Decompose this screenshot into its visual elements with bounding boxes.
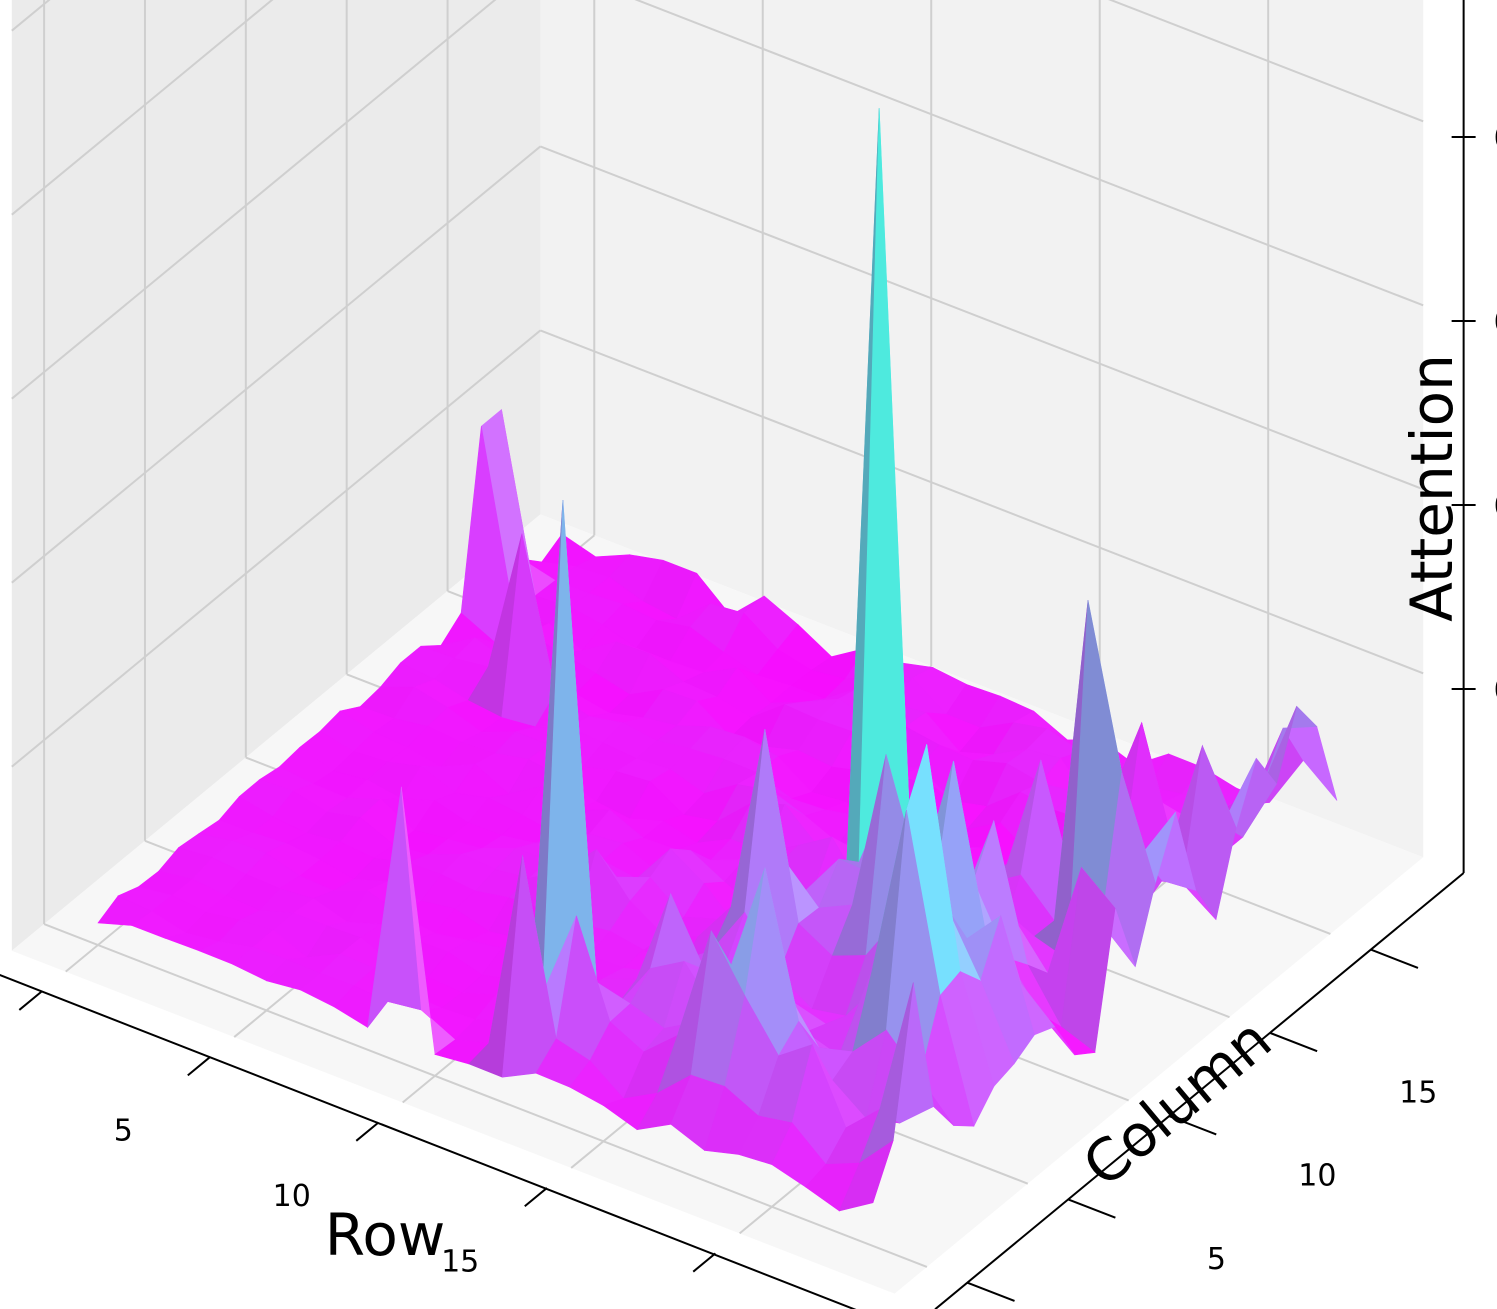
x-tick-label: 5 bbox=[114, 1114, 133, 1149]
y-tick-label: 15 bbox=[1399, 1075, 1437, 1110]
left-grid-z bbox=[11, 0, 274, 216]
x-axis-line bbox=[0, 974, 857, 1309]
axis-lines bbox=[0, 0, 1465, 1309]
x-tick-mark bbox=[692, 1252, 717, 1273]
y-tick-mark bbox=[1067, 1198, 1116, 1219]
y-tick-mark bbox=[1269, 1031, 1318, 1053]
y-tick-mark bbox=[966, 1281, 1015, 1302]
back-grid-z bbox=[634, 0, 1424, 307]
z-tick-label: 0.4 bbox=[1494, 489, 1497, 524]
y-tick-mark bbox=[1168, 1115, 1217, 1136]
y-tick-label: 5 bbox=[1207, 1242, 1226, 1277]
x-tick-label: 10 bbox=[273, 1179, 311, 1214]
x-tick-label: 15 bbox=[441, 1245, 479, 1280]
left-pane bbox=[11, 0, 541, 951]
floor-grid-y bbox=[43, 923, 928, 1268]
z-tick-label: 0.2 bbox=[1494, 673, 1497, 708]
back-grid-z bbox=[540, 145, 1424, 491]
left-grid-z bbox=[11, 0, 497, 400]
z-axis-title: Attention bbox=[1398, 354, 1466, 622]
y-tick-label: 10 bbox=[1298, 1159, 1336, 1194]
x-tick-mark bbox=[524, 1187, 548, 1208]
x-axis-title: Row bbox=[325, 1201, 446, 1269]
x-tick-mark bbox=[355, 1121, 380, 1142]
x-tick-mark bbox=[18, 990, 43, 1011]
surface-patch bbox=[838, 1139, 894, 1212]
y-tick-mark bbox=[1370, 948, 1419, 969]
attention-surface bbox=[97, 108, 1338, 1212]
z-tick-label: 0.8 bbox=[1494, 121, 1497, 156]
back-grid-z bbox=[1108, 0, 1424, 123]
left-grid-z bbox=[11, 145, 542, 584]
y-axis-line bbox=[934, 872, 1465, 1309]
x-tick-mark bbox=[187, 1056, 211, 1077]
back-grid-z bbox=[540, 329, 1424, 675]
left-grid-z bbox=[11, 329, 542, 768]
back-pane bbox=[540, 0, 1424, 858]
z-tick-label: 0.6 bbox=[1494, 305, 1497, 340]
